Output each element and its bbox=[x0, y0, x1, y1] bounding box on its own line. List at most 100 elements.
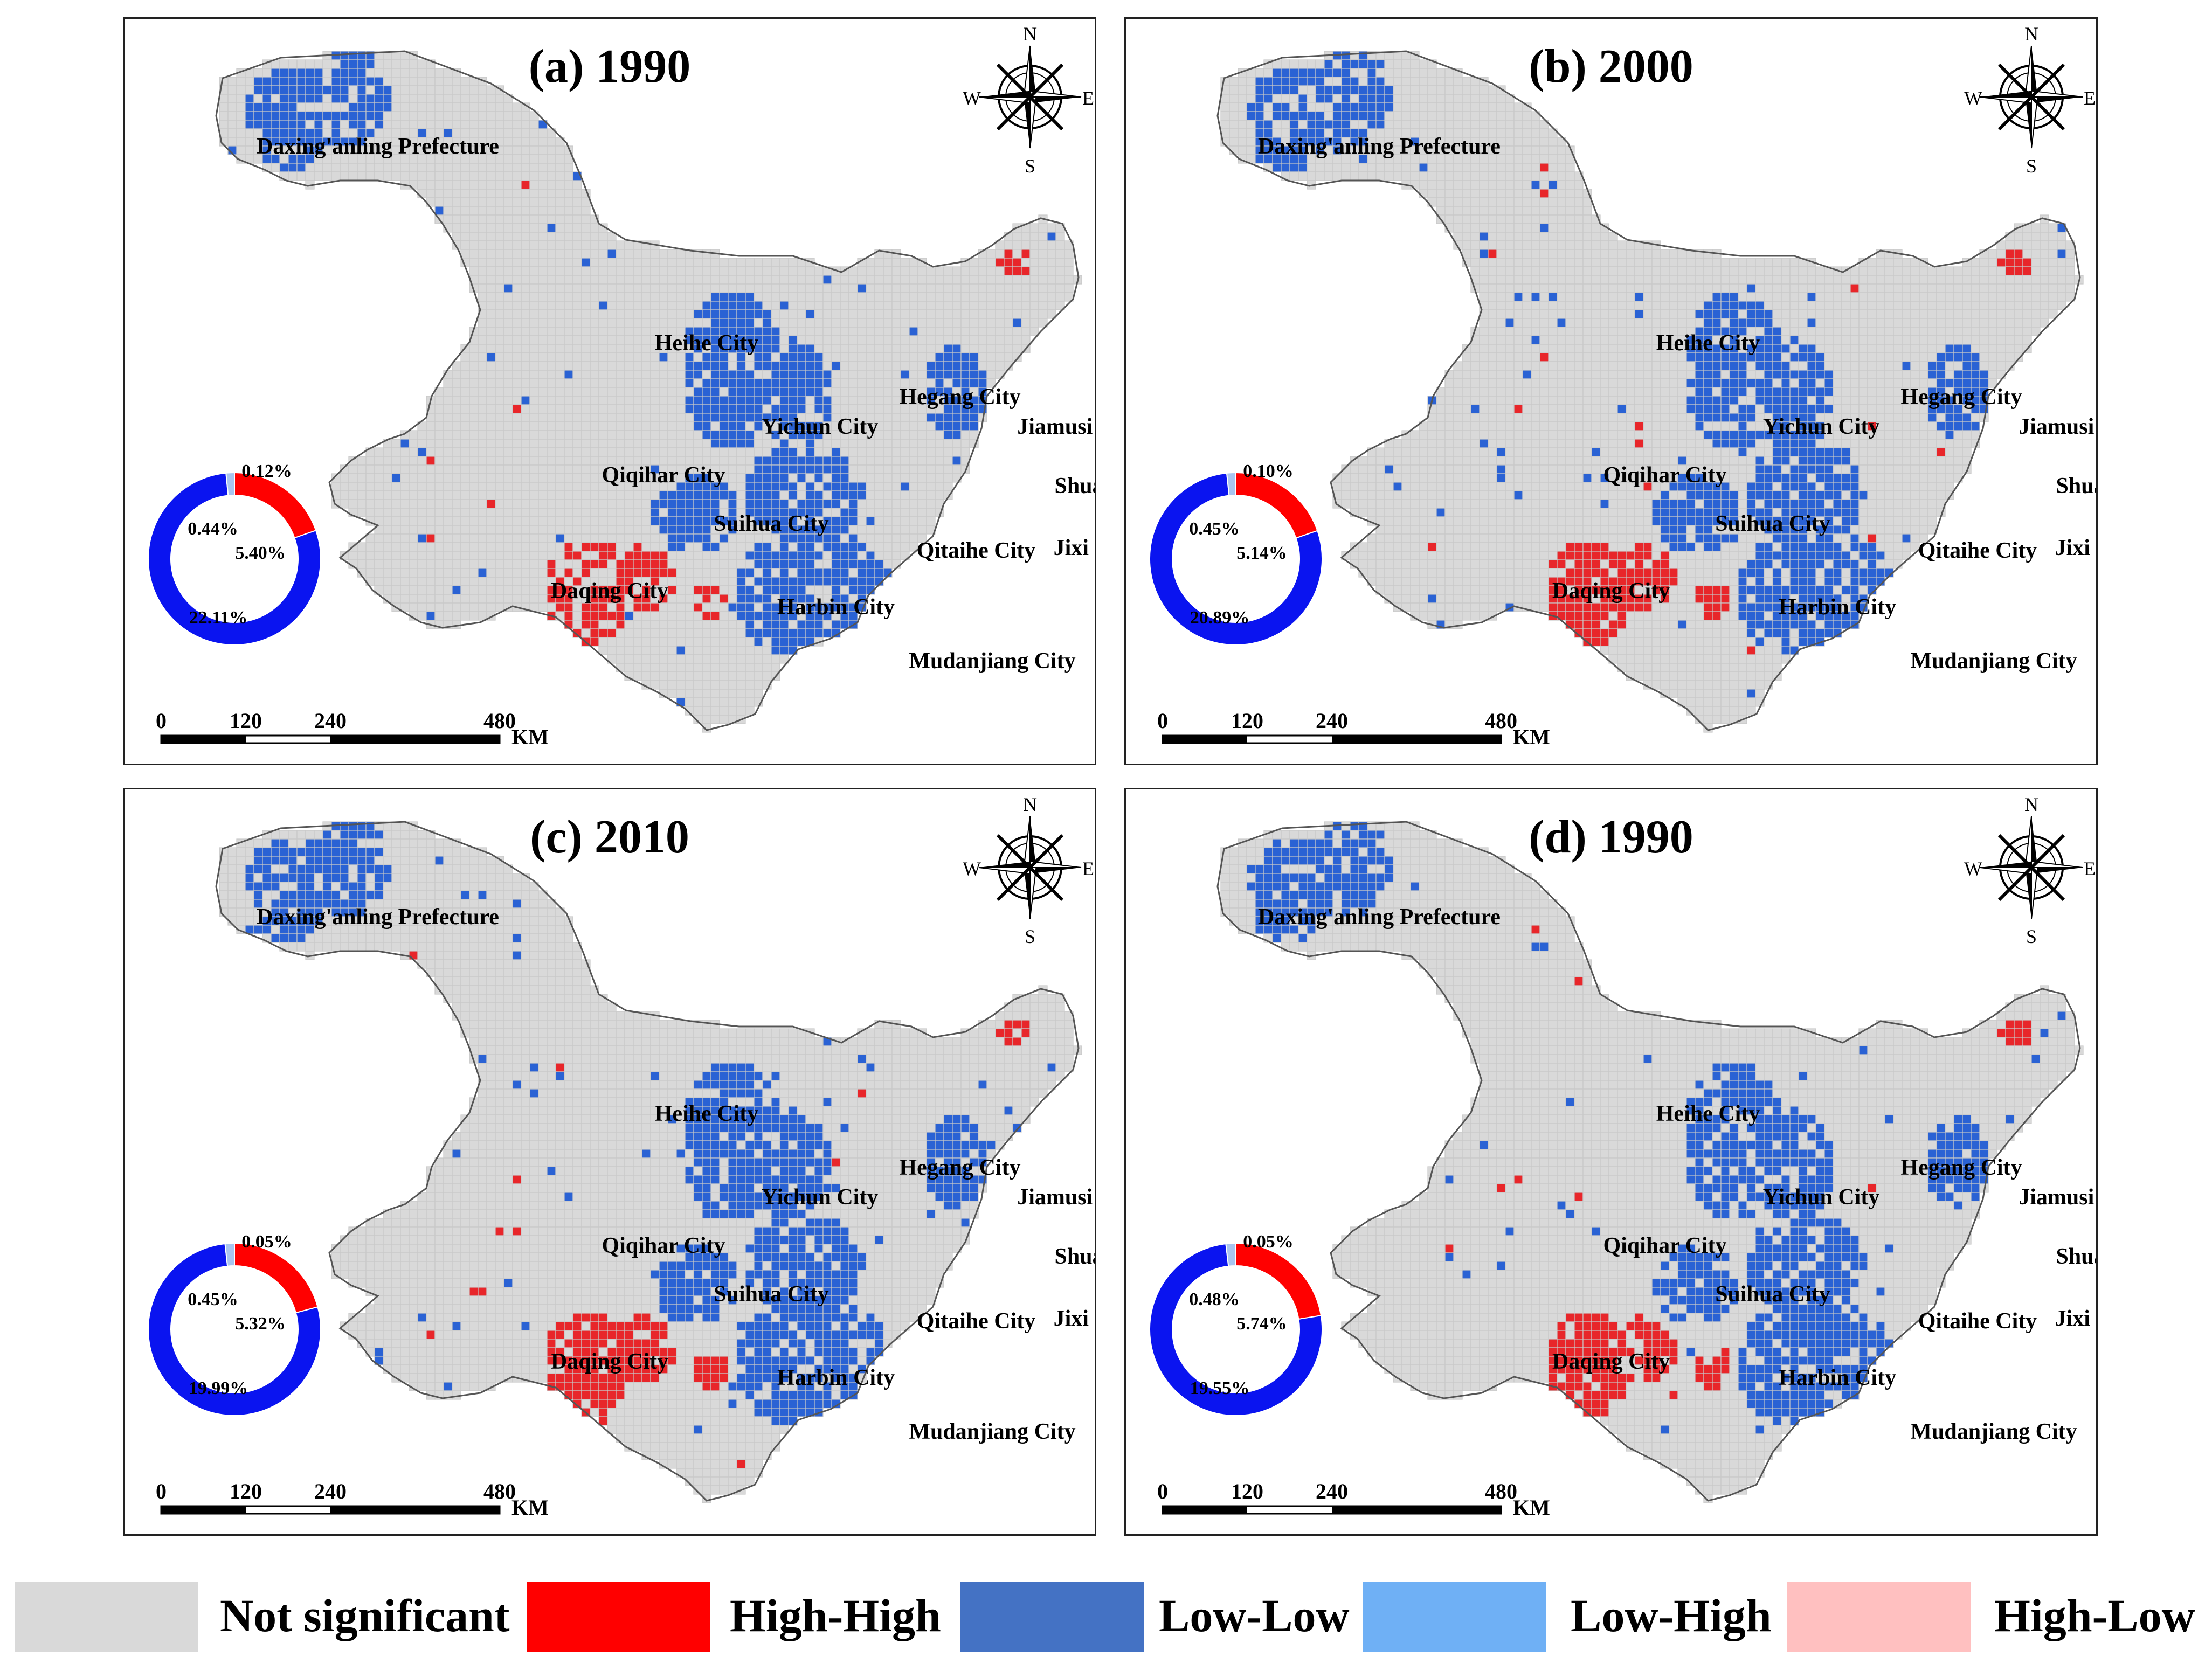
grid-cell bbox=[883, 447, 893, 457]
grid-cell bbox=[590, 283, 599, 293]
grid-cell bbox=[969, 352, 979, 362]
grid-cell bbox=[512, 214, 522, 224]
grid-cell bbox=[762, 602, 772, 612]
grid-cell bbox=[1479, 180, 1489, 190]
grid-cell bbox=[1298, 163, 1308, 172]
place-label: Heihe City bbox=[655, 331, 758, 356]
grid-cell bbox=[874, 378, 884, 388]
grid-cell bbox=[1488, 318, 1497, 328]
grid-cell bbox=[814, 387, 824, 397]
grid-cell bbox=[814, 628, 824, 638]
grid-cell bbox=[909, 352, 918, 362]
grid-cell bbox=[736, 413, 746, 422]
grid-cell bbox=[262, 111, 272, 121]
grid-cell bbox=[409, 163, 418, 172]
grid-cell bbox=[1617, 292, 1627, 302]
grid-cell bbox=[529, 577, 539, 586]
grid-cell bbox=[1919, 292, 1928, 302]
grid-cell bbox=[452, 490, 461, 500]
grid-cell bbox=[857, 542, 867, 552]
grid-cell bbox=[693, 706, 703, 716]
grid-cell bbox=[538, 189, 548, 198]
grid-cell bbox=[607, 275, 617, 285]
grid-cell bbox=[521, 171, 530, 181]
grid-cell bbox=[564, 163, 573, 172]
grid-cell bbox=[1574, 197, 1584, 207]
grid-cell bbox=[1712, 309, 1722, 319]
grid-cell bbox=[607, 611, 617, 621]
grid-cell bbox=[1436, 111, 1446, 121]
grid-cell bbox=[1574, 292, 1584, 302]
grid-cell bbox=[521, 577, 530, 586]
grid-cell bbox=[538, 396, 548, 405]
grid-cell bbox=[1850, 301, 1860, 310]
grid-cell bbox=[547, 396, 556, 405]
grid-cell bbox=[900, 301, 910, 310]
grid-cell bbox=[564, 551, 573, 560]
grid-cell bbox=[667, 266, 677, 276]
grid-cell bbox=[814, 577, 824, 586]
grid-cell bbox=[728, 577, 737, 586]
grid-cell bbox=[1953, 309, 1963, 319]
grid-cell bbox=[460, 171, 470, 181]
grid-cell bbox=[555, 266, 565, 276]
grid-cell bbox=[1600, 309, 1609, 319]
grid-cell bbox=[1021, 258, 1031, 267]
grid-cell bbox=[486, 258, 496, 267]
grid-cell bbox=[460, 456, 470, 466]
grid-cell bbox=[1884, 258, 1894, 267]
grid-cell bbox=[1401, 111, 1411, 121]
grid-cell bbox=[685, 559, 694, 569]
grid-cell bbox=[2065, 258, 2075, 267]
grid-cell bbox=[478, 482, 487, 491]
grid-cell bbox=[728, 499, 737, 509]
grid-cell bbox=[1548, 258, 1558, 267]
grid-cell bbox=[969, 258, 979, 267]
grid-cell bbox=[1384, 171, 1394, 181]
grid-cell bbox=[486, 456, 496, 466]
grid-cell bbox=[676, 602, 686, 612]
grid-cell bbox=[417, 94, 427, 103]
grid-cell bbox=[641, 568, 651, 578]
grid-cell bbox=[1513, 137, 1523, 147]
grid-cell bbox=[719, 542, 729, 552]
grid-cell bbox=[831, 352, 841, 362]
grid-cell bbox=[1591, 249, 1601, 259]
grid-cell bbox=[434, 542, 444, 552]
grid-cell bbox=[960, 275, 970, 285]
grid-cell bbox=[521, 430, 530, 440]
grid-cell bbox=[538, 275, 548, 285]
grid-cell bbox=[719, 646, 729, 655]
grid-cell bbox=[486, 473, 496, 483]
grid-cell bbox=[1703, 301, 1713, 310]
grid-cell bbox=[400, 542, 410, 552]
grid-cell bbox=[745, 499, 755, 509]
grid-cell bbox=[383, 482, 392, 491]
grid-cell bbox=[374, 499, 384, 509]
grid-cell bbox=[805, 283, 815, 293]
grid-cell bbox=[1582, 232, 1592, 241]
grid-cell bbox=[443, 171, 453, 181]
grid-cell bbox=[1272, 111, 1282, 121]
grid-cell bbox=[1496, 301, 1506, 310]
grid-cell bbox=[469, 508, 479, 517]
grid-cell bbox=[995, 344, 1005, 353]
grid-cell bbox=[538, 551, 548, 560]
grid-cell bbox=[1289, 120, 1299, 129]
grid-cell bbox=[452, 102, 461, 112]
grid-cell bbox=[779, 473, 789, 483]
grid-cell bbox=[1479, 258, 1489, 267]
grid-cell bbox=[935, 361, 944, 371]
grid-cell bbox=[305, 120, 315, 129]
grid-cell bbox=[443, 473, 453, 483]
grid-cell bbox=[271, 111, 280, 121]
grid-cell bbox=[943, 456, 953, 466]
grid-cell bbox=[1591, 223, 1601, 233]
grid-cell bbox=[495, 258, 504, 267]
grid-cell bbox=[503, 111, 513, 121]
grid-cell bbox=[564, 335, 573, 345]
grid-cell bbox=[883, 387, 893, 397]
grid-cell bbox=[1488, 309, 1497, 319]
grid-cell bbox=[754, 301, 763, 310]
grid-cell bbox=[797, 404, 806, 414]
